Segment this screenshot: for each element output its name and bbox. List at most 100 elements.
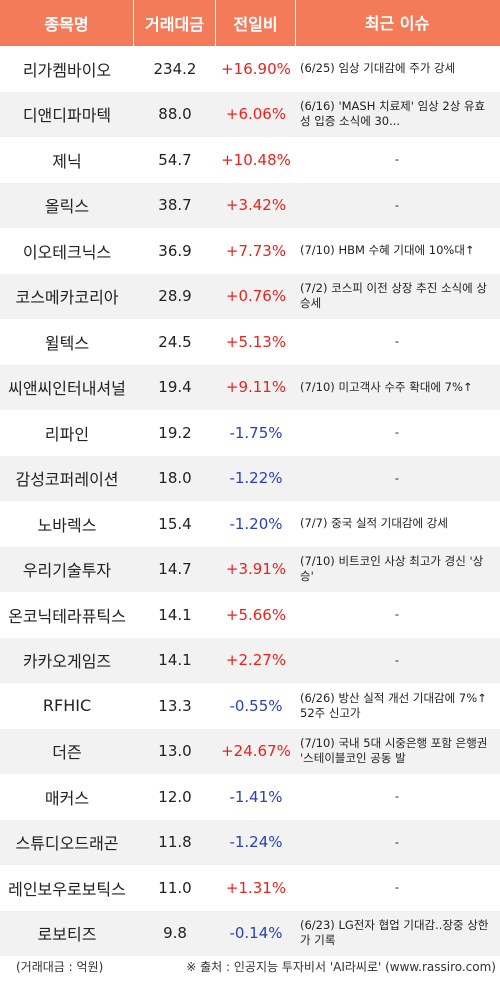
stock-name: RFHIC (42, 696, 92, 716)
recent-issue-text: - (394, 834, 400, 849)
recent-issue: - (296, 865, 500, 911)
price-change: -1.75% (229, 423, 283, 442)
stock-name: 씨앤씨인터내셔널 (8, 379, 126, 399)
trading-volume: 12.0 (158, 787, 192, 806)
table-row: 이오테크닉스 36.9 +7.73% (7/10) HBM 수혜 기대에 10%대↑ (0, 228, 500, 274)
recent-issue: (6/26) 방산 실적 개선 기대감에 7%↑52주 신고가 (296, 683, 500, 729)
recent-issue-text: - (394, 425, 400, 440)
price-change: +5.66% (225, 605, 287, 624)
recent-issue-text: (6/25) 임상 기대감에 주가 강세 (300, 61, 456, 76)
recent-issue-text: (6/23) LG전자 협업 기대감..장중 상한가 기록 (300, 918, 489, 948)
recent-issue: - (296, 638, 500, 684)
price-change: +9.11% (225, 378, 287, 397)
trading-volume: 28.9 (158, 287, 192, 306)
stock-name: 올릭스 (44, 197, 90, 217)
table-row: 노바렉스 15.4 -1.20% (7/7) 중국 실적 기대감에 강세 (0, 501, 500, 547)
table-row: 제닉 54.7 +10.48% - (0, 137, 500, 183)
trading-volume: 13.3 (158, 696, 192, 715)
recent-issue: (7/10) 비트코인 사상 최고가 경신 '상승' (296, 547, 500, 593)
price-change: +1.31% (225, 878, 287, 897)
price-change: +5.13% (225, 332, 287, 351)
stock-name: 더즌 (52, 743, 82, 763)
recent-issue-text: - (394, 607, 400, 622)
header-issue: 최근 이슈 (364, 13, 430, 33)
recent-issue-text: (7/10) 비트코인 사상 최고가 경신 '상승' (300, 554, 484, 584)
recent-issue-text: (7/2) 코스피 이전 상장 추진 소식에 상승세 (300, 281, 487, 311)
stock-name: 레인보우로보틱스 (8, 879, 126, 899)
stock-table: 종목명 거래대금 전일비 최근 이슈 리가켐바이오 234.2 +16.90% (6/… (0, 0, 500, 956)
table-row: 코스메카코리아 28.9 +0.76% (7/2) 코스피 이전 상장 추진 소식에 … (0, 273, 500, 319)
recent-issue-text: (6/26) 방산 실적 개선 기대감에 7%↑52주 신고가 (300, 690, 487, 720)
recent-issue-text: (6/16) 'MASH 치료제' 임상 2상 유효성 입증 소식에 30... (300, 99, 486, 129)
recent-issue: - (296, 137, 500, 183)
recent-issue-text: - (394, 652, 400, 667)
trading-volume: 234.2 (153, 59, 197, 78)
trading-volume: 14.1 (158, 605, 192, 624)
table-header: 종목명 거래대금 전일비 최근 이슈 (0, 0, 500, 46)
recent-issue: - (296, 774, 500, 820)
stock-name: 리가켐바이오 (22, 60, 112, 80)
stock-name: 온코닉테라퓨틱스 (8, 606, 126, 626)
price-change: +7.73% (225, 241, 287, 260)
table-row: 레인보우로보틱스 11.0 +1.31% - (0, 865, 500, 911)
recent-issue-text: (7/10) 미고객사 수주 확대에 7%↑ (300, 379, 473, 394)
trading-volume: 14.1 (158, 651, 192, 670)
recent-issue: (7/10) HBM 수혜 기대에 10%대↑ (296, 228, 500, 274)
stock-name: 로보티즈 (37, 925, 97, 945)
recent-issue-text: (7/10) 국내 5대 시중은행 포함 은행권 '스테이블코인 공동 발 (300, 736, 488, 766)
trading-volume: 13.0 (158, 742, 192, 761)
stock-name: 코스메카코리아 (15, 288, 119, 308)
recent-issue: - (296, 820, 500, 866)
stock-name: 감성코퍼레이션 (15, 470, 119, 490)
stock-name: 우리기술투자 (22, 561, 112, 581)
stock-name: 윌텍스 (44, 333, 90, 353)
table-row: 리가켐바이오 234.2 +16.90% (6/25) 임상 기대감에 주가 강세 (0, 46, 500, 92)
table-row: 스튜디오드래곤 11.8 -1.24% - (0, 819, 500, 866)
stock-name: 매커스 (44, 788, 90, 808)
trading-volume: 24.5 (158, 332, 192, 351)
stock-name: 이오테크닉스 (22, 242, 112, 262)
price-change: +2.27% (225, 651, 287, 670)
stock-name: 스튜디오드래곤 (15, 834, 119, 854)
price-change: +3.42% (225, 196, 287, 215)
trading-volume: 11.8 (158, 833, 192, 852)
price-change: +3.91% (225, 560, 287, 579)
table-row: 씨앤씨인터내셔널 19.4 +9.11% (7/10) 미고객사 수주 확대에 7%↑ (0, 364, 500, 410)
recent-issue-text: - (394, 470, 400, 485)
table-row: 매커스 12.0 -1.41% - (0, 774, 500, 820)
stock-name: 노바렉스 (37, 515, 97, 535)
recent-issue: (6/16) 'MASH 치료제' 임상 2상 유효성 입증 소식에 30... (296, 92, 500, 138)
trading-volume: 38.7 (158, 196, 192, 215)
trading-volume: 11.0 (158, 878, 192, 897)
trading-volume: 14.7 (158, 560, 192, 579)
recent-issue: - (296, 183, 500, 229)
table-row: 카카오게임즈 14.1 +2.27% - (0, 637, 500, 684)
table-row: 온코닉테라퓨틱스 14.1 +5.66% - (0, 592, 500, 638)
recent-issue-text: (7/7) 중국 실적 기대감에 강세 (300, 516, 448, 531)
price-change: +0.76% (225, 287, 287, 306)
price-change: +24.67% (221, 742, 291, 761)
price-change: +10.48% (221, 150, 291, 169)
table-row: 리파인 19.2 -1.75% - (0, 410, 500, 456)
stock-name: 리파인 (44, 424, 90, 444)
price-change: +16.90% (221, 59, 291, 78)
header-volume: 거래대금 (134, 0, 216, 46)
price-change: -1.41% (229, 787, 283, 806)
recent-issue-text: - (394, 197, 400, 212)
table-row: 우리기술투자 14.7 +3.91% (7/10) 비트코인 사상 최고가 경신 '상… (0, 546, 500, 593)
table-footer: (거래대금 : 억원) ※ 출처 : 인공지능 투자비서 'AI라씨로' (ww… (0, 956, 500, 976)
table-row: 감성코퍼레이션 18.0 -1.22% - (0, 455, 500, 501)
price-change: -0.14% (229, 924, 283, 943)
price-change: -0.55% (229, 696, 283, 715)
trading-volume: 19.2 (158, 423, 192, 442)
trading-volume: 19.4 (158, 378, 192, 397)
recent-issue: - (296, 592, 500, 638)
table-row: 로보티즈 9.8 -0.14% (6/23) LG전자 협업 기대감..장중 상한가 … (0, 910, 500, 956)
header-change: 전일비 (216, 0, 296, 46)
recent-issue-text: - (394, 789, 400, 804)
trading-volume: 54.7 (158, 150, 192, 169)
recent-issue: - (296, 410, 500, 456)
price-change: -1.20% (229, 514, 283, 533)
recent-issue: (7/7) 중국 실적 기대감에 강세 (296, 501, 500, 547)
recent-issue-text: - (394, 152, 400, 167)
